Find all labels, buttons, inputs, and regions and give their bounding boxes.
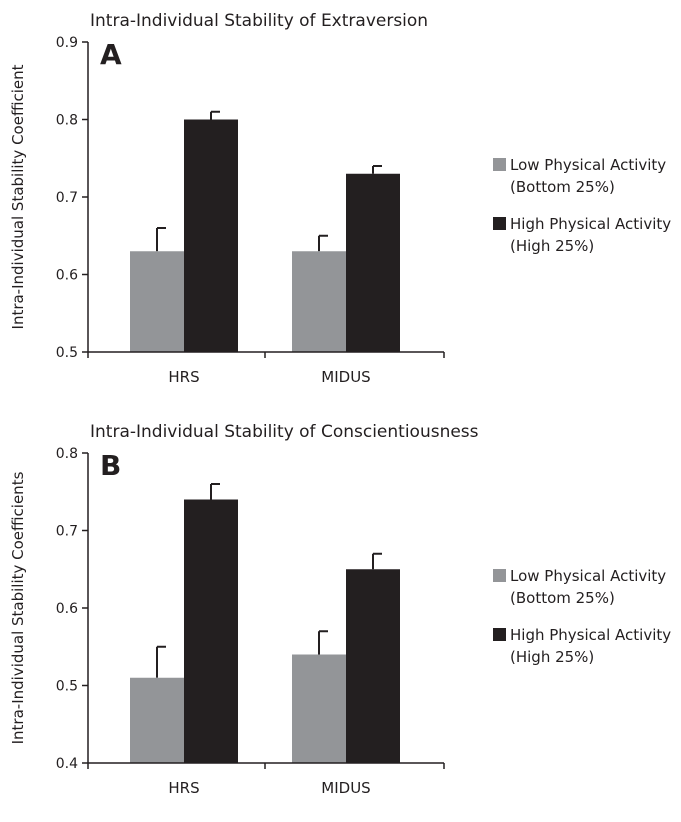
chart-title: Intra-Individual Stability of Conscienti… [90,422,479,442]
chart-panel-a: Intra-Individual Stability of Extraversi… [9,11,671,386]
legend-swatch-low [493,569,506,582]
y-tick-label: 0.6 [56,268,78,284]
legend-label-high: High Physical Activity [510,215,671,233]
bar-hrs-high [184,499,238,763]
panel-letter: B [100,449,121,482]
legend-label-low: Low Physical Activity [510,567,666,585]
y-axis-label: Intra-Individual Stability Coefficient [9,64,27,329]
chart-panel-b: Intra-Individual Stability of Conscienti… [9,422,671,797]
y-tick-label: 0.8 [56,113,78,129]
bar-midus-low [292,654,346,763]
bar-midus-high [346,173,400,352]
panel-letter: A [100,38,122,71]
y-tick-label: 0.5 [56,679,78,695]
legend-label-low: (Bottom 25%) [510,589,615,607]
x-tick-label: HRS [168,368,199,386]
x-tick-label: MIDUS [321,779,370,797]
chart-title: Intra-Individual Stability of Extraversi… [90,11,428,31]
y-tick-label: 0.7 [56,190,78,206]
y-tick-label: 0.6 [56,601,78,617]
x-tick-label: HRS [168,779,199,797]
bar-hrs-low [130,677,184,763]
y-axis-label: Intra-Individual Stability Coefficients [9,471,27,744]
legend-label-high: (High 25%) [510,237,594,255]
legend-swatch-high [493,217,506,230]
legend-label-low: (Bottom 25%) [510,178,615,196]
legend-label-high: High Physical Activity [510,626,671,644]
legend-label-high: (High 25%) [510,648,594,666]
legend-label-low: Low Physical Activity [510,156,666,174]
legend-swatch-high [493,628,506,641]
y-tick-label: 0.8 [56,446,78,462]
bar-midus-low [292,251,346,352]
x-tick-label: MIDUS [321,368,370,386]
bar-hrs-low [130,251,184,352]
legend-swatch-low [493,158,506,171]
y-tick-label: 0.9 [56,35,78,51]
y-tick-label: 0.4 [56,756,78,772]
bar-hrs-high [184,119,238,352]
y-tick-label: 0.5 [56,345,78,361]
bar-midus-high [346,569,400,763]
y-tick-label: 0.7 [56,524,78,540]
